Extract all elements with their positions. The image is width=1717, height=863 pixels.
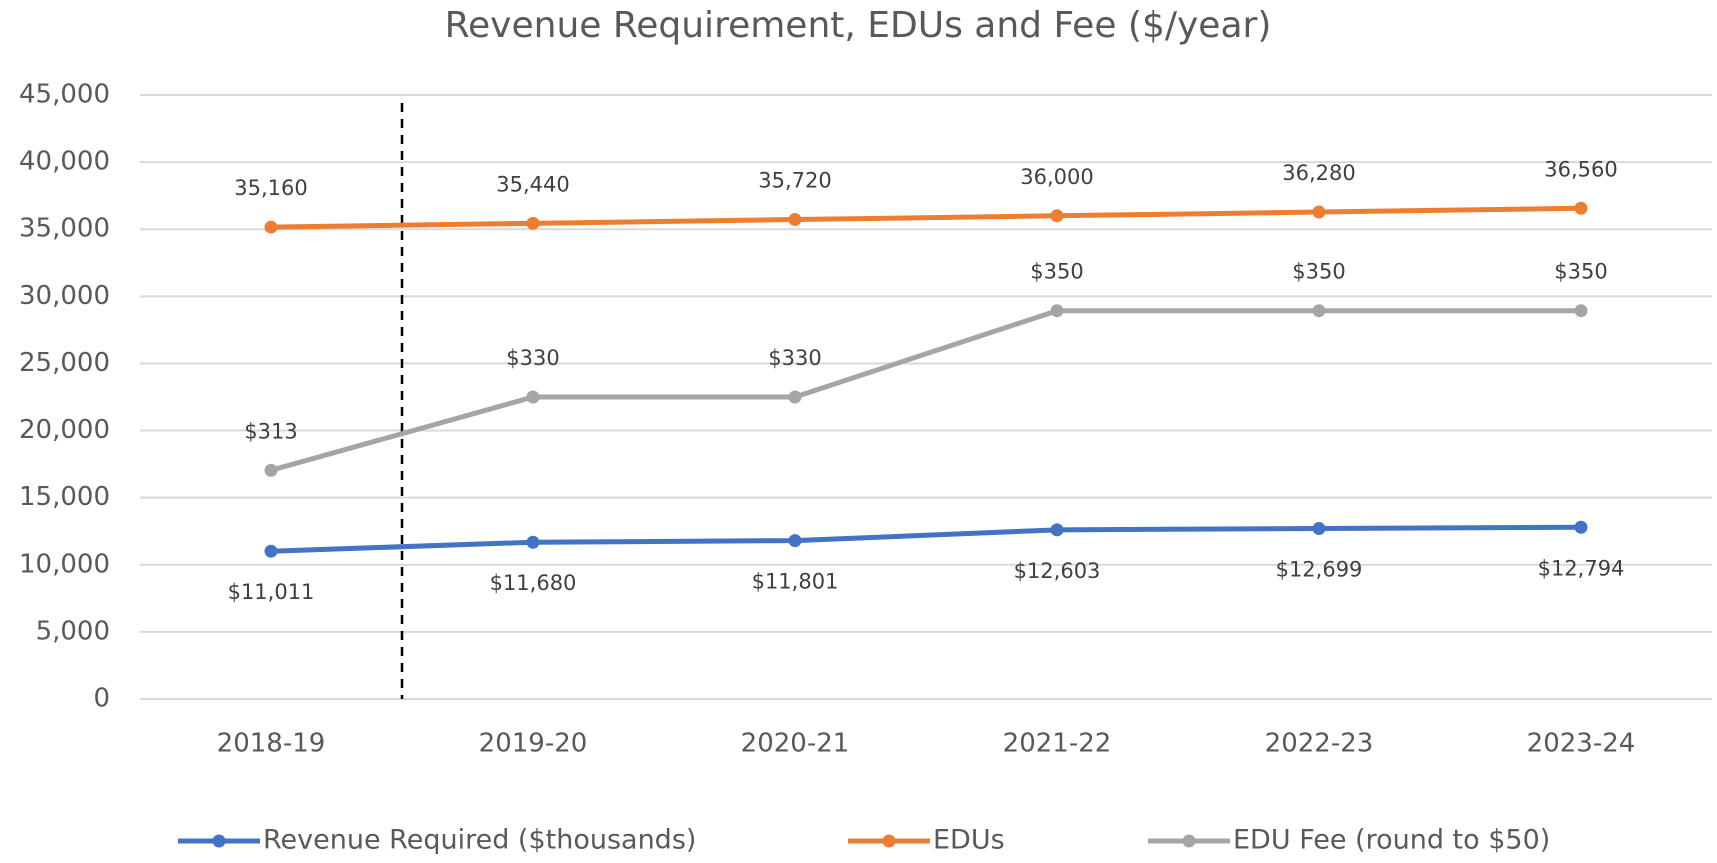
data-point [788, 213, 802, 227]
data-label: $330 [506, 346, 559, 370]
y-tick-label: 15,000 [19, 482, 110, 512]
data-point [526, 216, 540, 230]
data-point [788, 390, 802, 404]
data-label: $11,801 [752, 570, 839, 594]
series-line [270, 524, 1582, 554]
data-point [1312, 522, 1326, 536]
y-tick-label: 45,000 [19, 80, 110, 110]
data-label: $12,603 [1014, 559, 1101, 583]
y-tick-label: 20,000 [19, 415, 110, 445]
data-point [788, 534, 802, 548]
data-label: $11,011 [228, 580, 315, 604]
data-label: 36,000 [1020, 165, 1093, 189]
data-point [264, 544, 278, 558]
data-point [1574, 201, 1588, 215]
data-label: 35,440 [496, 172, 569, 196]
data-label: $11,680 [490, 571, 577, 595]
data-point [1050, 523, 1064, 537]
legend-label: Revenue Required ($thousands) [263, 825, 696, 856]
data-point [1574, 304, 1588, 318]
data-point [1312, 304, 1326, 318]
data-point [264, 463, 278, 477]
x-tick-label: 2023-24 [1527, 729, 1636, 759]
data-label: $330 [768, 346, 821, 370]
data-point [526, 535, 540, 549]
chart-title: Revenue Requirement, EDUs and Fee ($/yea… [445, 5, 1272, 46]
data-point [1312, 205, 1326, 219]
x-tick-label: 2020-21 [741, 729, 850, 759]
legend-label: EDUs [933, 825, 1005, 856]
data-label: $350 [1292, 260, 1345, 284]
y-tick-label: 30,000 [19, 281, 110, 311]
legend-label: EDU Fee (round to $50) [1233, 825, 1550, 856]
data-label: $12,699 [1276, 558, 1363, 582]
y-tick-label: 25,000 [19, 348, 110, 378]
data-point [1050, 304, 1064, 318]
x-tick-label: 2018-19 [217, 729, 326, 759]
data-point [1050, 209, 1064, 223]
data-label: $313 [244, 419, 297, 443]
legend-marker [882, 834, 896, 848]
data-label: $12,794 [1538, 556, 1625, 580]
data-point [526, 390, 540, 404]
x-tick-label: 2021-22 [1003, 729, 1112, 759]
data-label: 36,280 [1282, 161, 1355, 185]
legend-marker [212, 834, 226, 848]
data-label: $350 [1554, 260, 1607, 284]
y-tick-label: 35,000 [19, 214, 110, 244]
y-tick-label: 10,000 [19, 549, 110, 579]
y-tick-label: 0 [93, 684, 110, 714]
x-tick-label: 2022-23 [1265, 729, 1374, 759]
data-label: 36,560 [1544, 157, 1617, 181]
legend-marker [1182, 834, 1196, 848]
series-line [270, 205, 1582, 230]
data-label: $350 [1030, 260, 1083, 284]
data-label: 35,720 [758, 169, 831, 193]
x-tick-label: 2019-20 [479, 729, 588, 759]
data-point [264, 220, 278, 234]
data-point [1574, 520, 1588, 534]
y-tick-label: 5,000 [36, 616, 110, 646]
y-tick-label: 40,000 [19, 147, 110, 177]
series-line [270, 308, 1581, 473]
data-label: 35,160 [234, 176, 307, 200]
